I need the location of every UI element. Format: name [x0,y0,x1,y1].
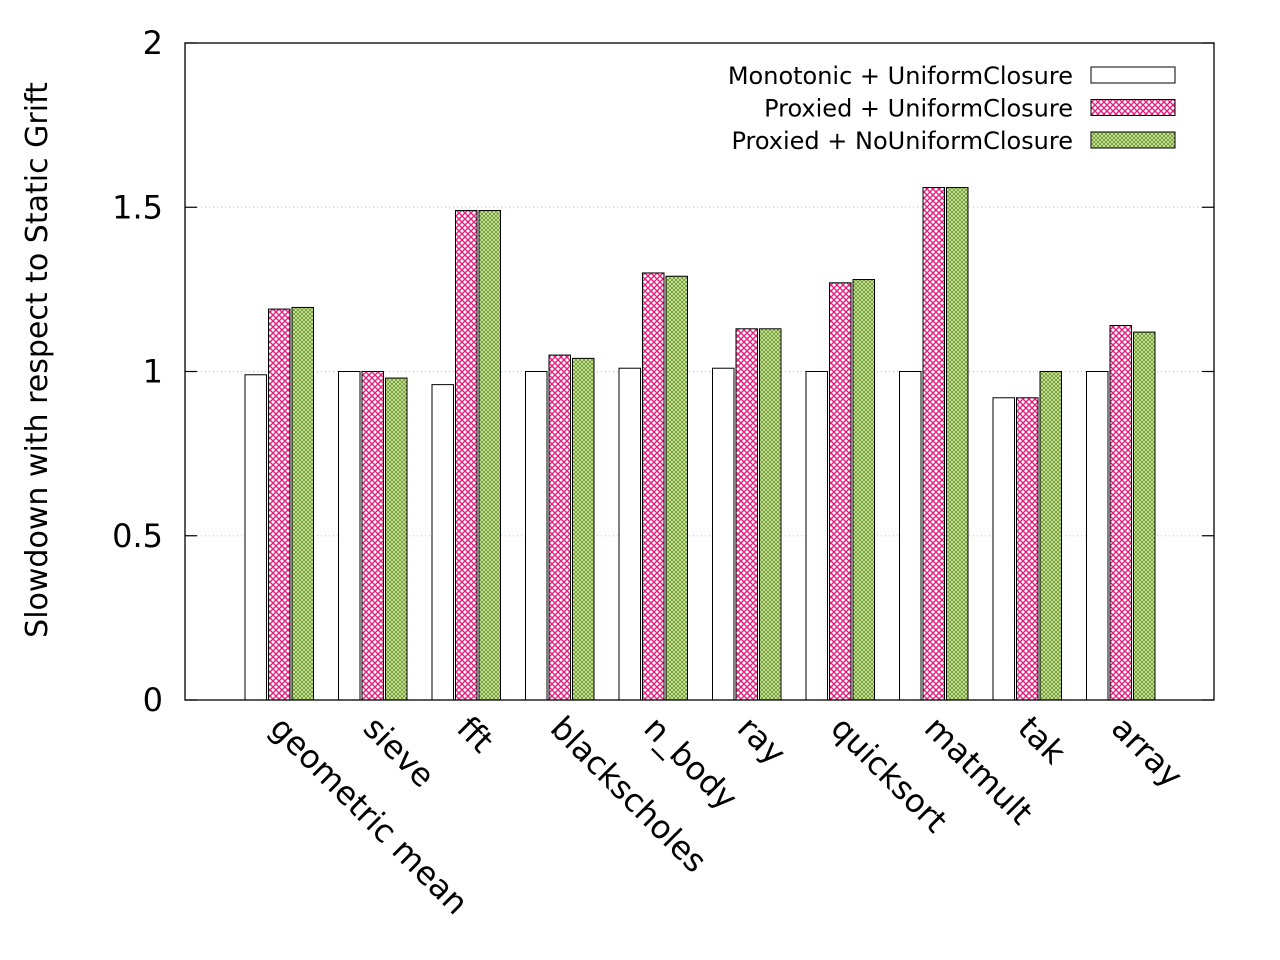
bar-proxied-nouniformclosure [1039,371,1062,701]
y-axis-label: Slowdown with respect to Static Grift [20,82,55,638]
x-tick-label: ray [730,709,793,772]
bar-monotonic-uniformclosure [992,397,1015,701]
legend-proxied-nouniformclosure-label: Proxied + NoUniformClosure [731,127,1073,155]
bar-proxied-uniformclosure [735,328,758,701]
bar-proxied-nouniformclosure [665,275,688,701]
x-tick-label: fft [450,709,501,760]
legend-proxied-uniformclosure-swatch [1090,99,1176,116]
legend-monotonic-uniformclosure-swatch [1090,66,1176,84]
y-tick-label: 0 [143,681,163,719]
bar-monotonic-uniformclosure [712,367,735,701]
bar-proxied-uniformclosure [455,210,478,701]
bar-proxied-uniformclosure [1109,325,1132,701]
bar-proxied-uniformclosure [1016,397,1039,701]
y-tick-label: 0.5 [112,517,163,555]
bar-monotonic-uniformclosure [805,371,828,701]
bar-proxied-uniformclosure [922,187,945,701]
y-axis-ticks: 0 0.5 1 1.5 2 [112,24,1214,719]
y-tick-label: 2 [143,24,163,62]
bar-proxied-uniformclosure [548,354,571,701]
legend: Monotonic + UniformClosure Proxied + Unif… [728,62,1176,155]
bar-monotonic-uniformclosure [525,371,548,701]
legend-proxied-uniformclosure-label: Proxied + UniformClosure [764,95,1073,123]
bar-monotonic-uniformclosure [618,367,641,701]
bar-proxied-nouniformclosure [385,377,408,701]
bar-proxied-nouniformclosure [291,306,314,701]
x-tick-label: tak [1011,709,1074,772]
bar-monotonic-uniformclosure [899,371,922,701]
y-tick-label: 1.5 [112,188,163,226]
legend-proxied-nouniformclosure-swatch [1090,131,1176,149]
bar-proxied-nouniformclosure [572,357,595,701]
bar-proxied-uniformclosure [829,282,852,701]
y-tick-label: 1 [143,353,163,391]
bar-monotonic-uniformclosure [1086,371,1109,701]
bar-proxied-uniformclosure [642,272,665,701]
bar-proxied-uniformclosure [268,308,291,701]
bars [244,187,1156,701]
bar-monotonic-uniformclosure [244,374,267,701]
bar-proxied-nouniformclosure [852,279,875,701]
bar-proxied-uniformclosure [361,371,384,701]
bar-proxied-nouniformclosure [946,187,969,701]
bar-proxied-nouniformclosure [478,210,501,701]
bar-proxied-nouniformclosure [1133,331,1156,701]
bar-proxied-nouniformclosure [759,328,782,701]
x-tick-label: sieve [356,709,442,795]
bar-monotonic-uniformclosure [431,384,454,701]
legend-monotonic-uniformclosure-label: Monotonic + UniformClosure [728,62,1073,90]
bar-monotonic-uniformclosure [338,371,361,701]
x-tick-label: array [1104,709,1190,795]
